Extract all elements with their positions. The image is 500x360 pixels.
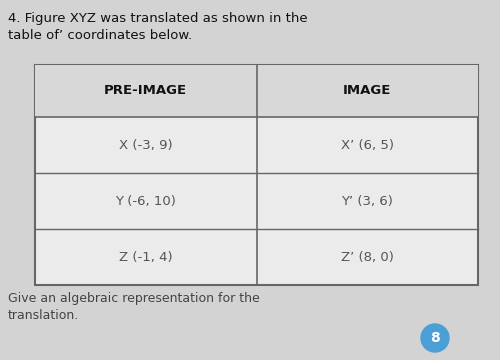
Text: IMAGE: IMAGE <box>343 85 392 98</box>
Text: PRE-IMAGE: PRE-IMAGE <box>104 85 188 98</box>
Text: 8: 8 <box>430 331 440 345</box>
Text: X’ (6, 5): X’ (6, 5) <box>341 139 394 152</box>
Text: Y’ (3, 6): Y’ (3, 6) <box>342 194 393 207</box>
Circle shape <box>421 324 449 352</box>
Bar <box>35 65 478 117</box>
Text: 4. Figure XYZ was translated as shown in the: 4. Figure XYZ was translated as shown in… <box>8 12 308 25</box>
Text: Z (-1, 4): Z (-1, 4) <box>119 251 172 264</box>
Bar <box>35 65 478 285</box>
Text: translation.: translation. <box>8 309 79 322</box>
Text: Give an algebraic representation for the: Give an algebraic representation for the <box>8 292 260 305</box>
Text: Z’ (8, 0): Z’ (8, 0) <box>341 251 394 264</box>
Text: table of’ coordinates below.: table of’ coordinates below. <box>8 29 192 42</box>
Text: X (-3, 9): X (-3, 9) <box>119 139 172 152</box>
Text: Y (-6, 10): Y (-6, 10) <box>116 194 176 207</box>
